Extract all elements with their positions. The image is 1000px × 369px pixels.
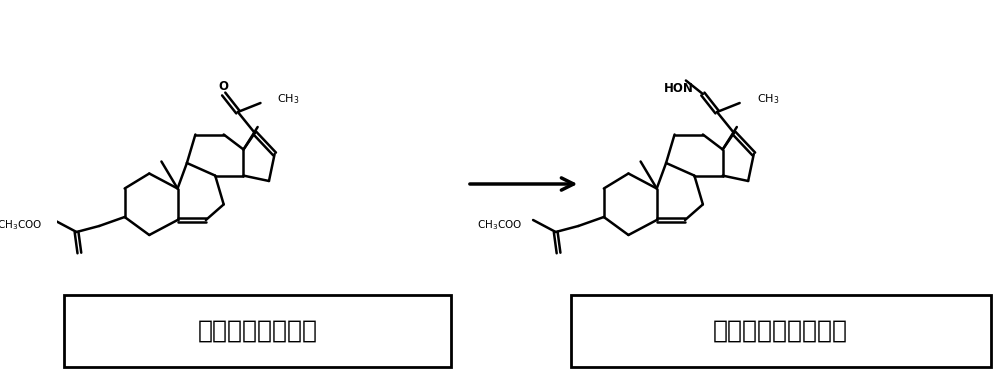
Text: 醋酸妊娠双烯醇酮: 醋酸妊娠双烯醇酮 (198, 319, 318, 343)
Text: HON: HON (664, 82, 693, 94)
Text: CH$_3$COO: CH$_3$COO (477, 218, 522, 232)
Text: 醋酸妊娠双烯醇酮肟: 醋酸妊娠双烯醇酮肟 (713, 319, 848, 343)
FancyBboxPatch shape (64, 295, 451, 367)
Text: CH$_3$COO: CH$_3$COO (0, 218, 43, 232)
Text: O: O (219, 79, 229, 93)
FancyBboxPatch shape (571, 295, 991, 367)
Text: CH$_3$: CH$_3$ (757, 92, 779, 106)
Text: CH$_3$: CH$_3$ (277, 92, 300, 106)
